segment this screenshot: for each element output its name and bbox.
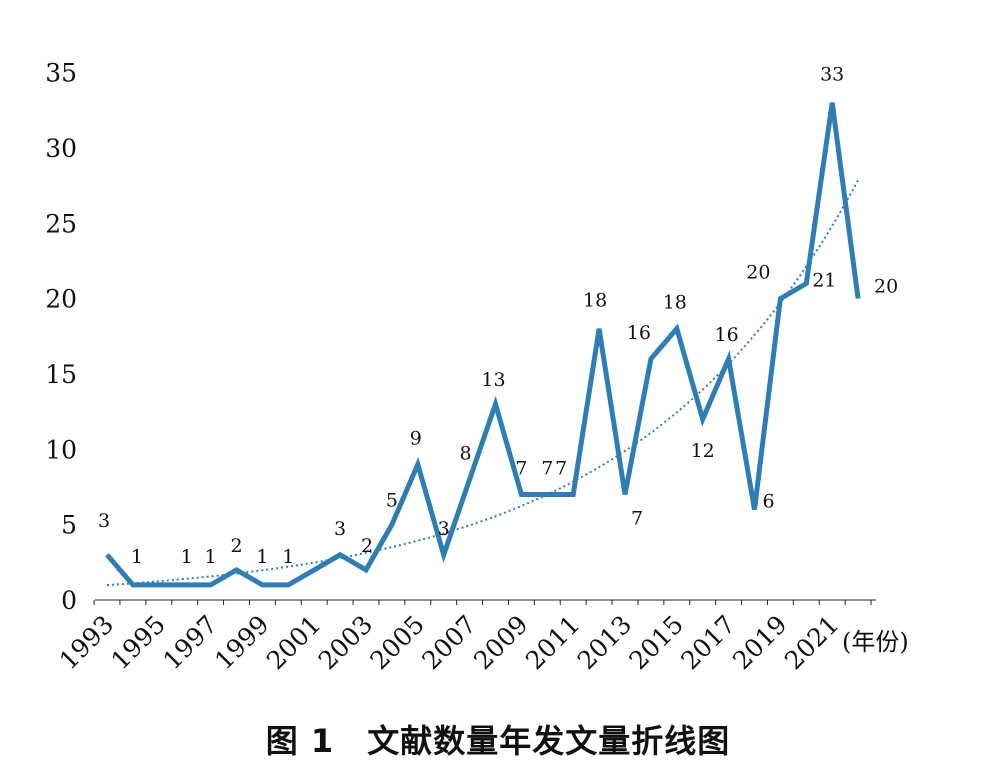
x-axis-unit-label: (年份) (842, 628, 909, 656)
data-label: 7 (555, 458, 567, 480)
x-tick-label: 2009 (468, 610, 533, 675)
data-label: 1 (205, 546, 217, 568)
y-tick-label: 20 (45, 285, 77, 314)
data-label: 3 (334, 518, 346, 540)
x-tick-label: 1993 (54, 610, 119, 675)
y-tick-label: 25 (45, 209, 77, 238)
data-label: 1 (181, 546, 193, 568)
x-tick-label: 2021 (779, 610, 844, 675)
data-label: 9 (410, 427, 422, 449)
x-tick-label: 2011 (520, 610, 585, 675)
x-tick-label: 2001 (261, 610, 326, 675)
data-label: 7 (515, 458, 527, 480)
x-tick-label: 2013 (572, 610, 637, 675)
data-label: 16 (627, 322, 651, 344)
data-label: 2 (230, 535, 242, 557)
data-label: 3 (438, 518, 450, 540)
data-label: 20 (874, 276, 898, 298)
data-label: 3 (98, 510, 110, 532)
data-label: 18 (663, 292, 687, 314)
data-label: 7 (541, 458, 553, 480)
data-label: 1 (131, 546, 143, 568)
y-tick-label: 35 (45, 59, 77, 88)
data-label: 18 (583, 290, 607, 312)
data-label: 12 (691, 440, 715, 462)
data-label: 5 (386, 490, 398, 512)
x-tick-label: 2019 (727, 610, 792, 675)
x-tick-label: 1995 (106, 610, 171, 675)
x-tick-label: 1999 (209, 610, 274, 675)
data-label: 33 (820, 64, 844, 86)
x-axis-ticks (93, 600, 872, 605)
data-label: 7 (631, 508, 643, 530)
data-label: 1 (282, 546, 294, 568)
x-tick-label: 1997 (157, 610, 222, 675)
data-label: 21 (812, 270, 836, 292)
x-tick-label: 2003 (313, 610, 378, 675)
data-label: 20 (746, 262, 770, 284)
x-tick-label: 2007 (416, 610, 481, 675)
data-label: 2 (361, 535, 373, 557)
x-tick-label: 2015 (624, 610, 689, 675)
y-tick-label: 30 (45, 134, 77, 163)
y-tick-label: 0 (61, 586, 77, 615)
y-axis-tick-labels: 0 5 10 15 20 25 30 35 (45, 59, 77, 615)
x-axis-tick-labels: 1993199519971999200120032005200720092011… (54, 610, 845, 675)
data-label: 13 (481, 369, 505, 391)
data-label: 8 (460, 442, 472, 464)
data-label: 6 (762, 491, 774, 513)
y-tick-label: 10 (45, 435, 77, 464)
y-tick-label: 15 (45, 360, 77, 389)
data-label: 1 (256, 546, 268, 568)
y-tick-label: 5 (61, 511, 77, 540)
x-tick-label: 2017 (675, 610, 740, 675)
data-label: 16 (715, 324, 739, 346)
series-line (105, 102, 861, 588)
figure-caption: 图 1 文献数量年发文量折线图 (265, 722, 731, 760)
x-tick-label: 2005 (365, 610, 430, 675)
